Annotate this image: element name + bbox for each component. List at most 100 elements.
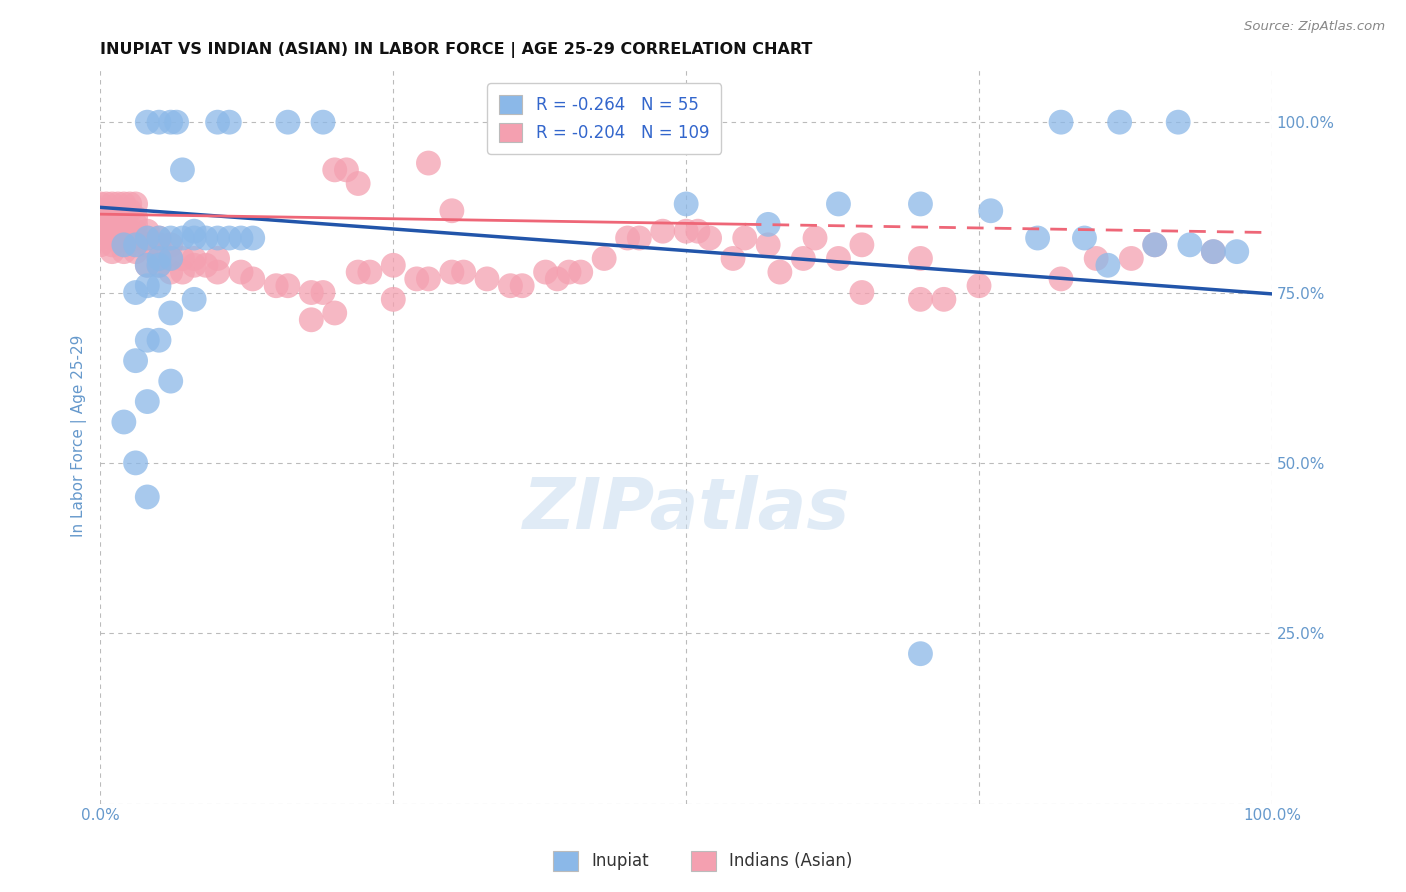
Point <box>277 278 299 293</box>
Point <box>675 197 697 211</box>
Point <box>299 285 322 300</box>
Point <box>101 237 124 252</box>
Point <box>242 272 264 286</box>
Point <box>183 293 205 307</box>
Point <box>827 252 849 266</box>
Point <box>136 394 159 409</box>
Point <box>651 224 673 238</box>
Point <box>159 237 181 252</box>
Point <box>118 197 141 211</box>
Text: Source: ZipAtlas.com: Source: ZipAtlas.com <box>1244 20 1385 33</box>
Point <box>124 456 146 470</box>
Point <box>1097 258 1119 272</box>
Point <box>499 278 522 293</box>
Point <box>159 265 181 279</box>
Point <box>405 272 427 286</box>
Point <box>136 278 159 293</box>
Point <box>277 115 299 129</box>
Point <box>851 237 873 252</box>
Point <box>699 231 721 245</box>
Point <box>910 293 932 307</box>
Point <box>1143 237 1166 252</box>
Point <box>1202 244 1225 259</box>
Point <box>218 231 240 245</box>
Point <box>89 203 111 218</box>
Point <box>124 218 146 232</box>
Point <box>124 353 146 368</box>
Point <box>312 115 335 129</box>
Point <box>475 272 498 286</box>
Point <box>148 252 170 266</box>
Point <box>112 244 135 259</box>
Point <box>229 231 252 245</box>
Point <box>1202 244 1225 259</box>
Point <box>172 231 194 245</box>
Point <box>136 258 159 272</box>
Point <box>910 252 932 266</box>
Point <box>510 278 533 293</box>
Point <box>418 272 440 286</box>
Point <box>593 252 616 266</box>
Point <box>756 218 779 232</box>
Point <box>159 252 181 266</box>
Point <box>136 490 159 504</box>
Point <box>101 231 124 245</box>
Point <box>207 231 229 245</box>
Point <box>136 115 159 129</box>
Point <box>1050 115 1073 129</box>
Point <box>183 224 205 238</box>
Point <box>159 231 181 245</box>
Point <box>440 203 463 218</box>
Point <box>910 197 932 211</box>
Point <box>136 231 159 245</box>
Point <box>569 265 592 279</box>
Point <box>148 258 170 272</box>
Point <box>440 265 463 279</box>
Point <box>96 197 118 211</box>
Point <box>112 203 135 218</box>
Point <box>107 231 129 245</box>
Point <box>112 415 135 429</box>
Point <box>112 237 135 252</box>
Point <box>124 224 146 238</box>
Point <box>721 252 744 266</box>
Point <box>382 293 405 307</box>
Point <box>148 231 170 245</box>
Point <box>967 278 990 293</box>
Point <box>194 258 217 272</box>
Point <box>1226 244 1249 259</box>
Point <box>851 285 873 300</box>
Point <box>118 203 141 218</box>
Point <box>207 265 229 279</box>
Point <box>359 265 381 279</box>
Point <box>89 224 111 238</box>
Point <box>172 252 194 266</box>
Legend: R = -0.264   N = 55, R = -0.204   N = 109: R = -0.264 N = 55, R = -0.204 N = 109 <box>488 83 721 153</box>
Point <box>148 231 170 245</box>
Point <box>323 306 346 320</box>
Point <box>616 231 638 245</box>
Point <box>183 258 205 272</box>
Point <box>124 197 146 211</box>
Point <box>159 306 181 320</box>
Point <box>347 177 370 191</box>
Point <box>112 218 135 232</box>
Point <box>804 231 827 245</box>
Point <box>686 224 709 238</box>
Point <box>136 258 159 272</box>
Point <box>172 162 194 177</box>
Point <box>792 252 814 266</box>
Point <box>183 252 205 266</box>
Point <box>101 244 124 259</box>
Point <box>107 197 129 211</box>
Point <box>980 203 1002 218</box>
Point <box>1108 115 1130 129</box>
Point <box>136 333 159 347</box>
Y-axis label: In Labor Force | Age 25-29: In Labor Force | Age 25-29 <box>72 334 87 537</box>
Point <box>347 265 370 279</box>
Legend: Inupiat, Indians (Asian): Inupiat, Indians (Asian) <box>546 842 860 880</box>
Point <box>136 224 159 238</box>
Point <box>136 231 159 245</box>
Point <box>112 237 135 252</box>
Point <box>418 156 440 170</box>
